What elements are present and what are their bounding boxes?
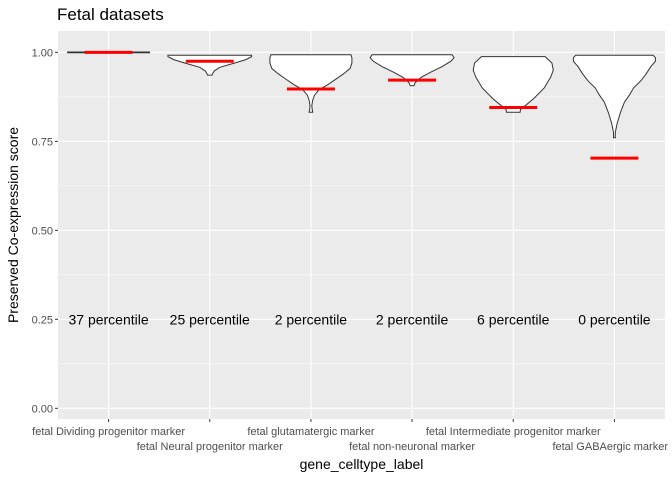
x-tick-label: fetal Neural progenitor marker [137, 441, 283, 453]
markers-layer [84, 50, 639, 160]
y-axis-title: Preserved Co-expression score [5, 127, 21, 323]
annotation-6: 0 percentile [578, 311, 651, 327]
y-tick-label: 0.50 [32, 225, 53, 237]
violins-layer [67, 51, 656, 139]
violin-3 [269, 54, 353, 113]
x-tick-label: fetal Dividing progenitor marker [32, 426, 185, 438]
violin-5 [472, 56, 554, 113]
x-tick-label: fetal glutamatergic marker [247, 426, 374, 438]
x-axis: fetal Dividing progenitor marker fetal Ne… [32, 419, 668, 453]
x-tick-label: fetal GABAergic marker [552, 441, 668, 453]
chart-title: Fetal datasets [57, 5, 164, 24]
x-tick-label: fetal Intermediate progenitor marker [426, 426, 601, 438]
violin-6 [572, 54, 656, 139]
x-axis-title: gene_celltype_label [300, 456, 424, 472]
y-tick-label: 0.25 [32, 314, 53, 326]
y-tick-label: 1.00 [32, 47, 53, 59]
plot-panel [58, 31, 665, 419]
annotation-2: 25 percentile [170, 311, 250, 327]
y-axis: 0.00 0.25 0.50 0.75 1.00 [32, 47, 58, 415]
annotation-3: 2 percentile [275, 311, 348, 327]
annotation-5: 6 percentile [477, 311, 550, 327]
y-tick-label: 0.00 [32, 403, 53, 415]
x-tick-label: fetal non-neuronal marker [349, 441, 475, 453]
y-tick-label: 0.75 [32, 136, 53, 148]
annotation-4: 2 percentile [376, 311, 449, 327]
annotations-layer: 37 percentile 25 percentile 2 percentile 2 … [68, 311, 650, 327]
annotation-1: 37 percentile [68, 311, 148, 327]
